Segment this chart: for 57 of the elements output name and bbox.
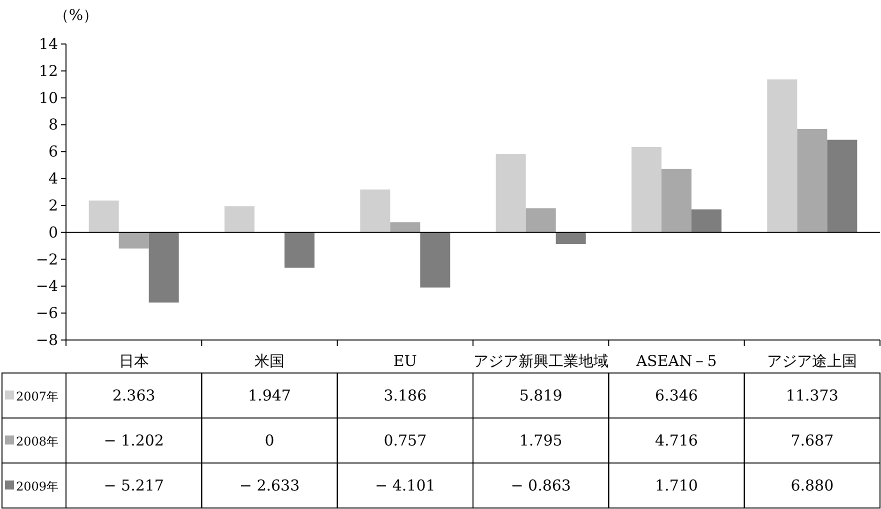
bar — [556, 232, 586, 244]
x-tick-label: 日本 — [118, 352, 149, 370]
data-label: − 0.863 — [510, 476, 571, 494]
bar — [632, 146, 662, 232]
data-label: 1.795 — [519, 432, 562, 450]
x-tick-label: アジア途上国 — [767, 352, 858, 370]
bar — [496, 154, 526, 232]
y-tick-label: 10 — [38, 88, 58, 107]
data-label: 0.757 — [384, 432, 427, 450]
y-tick-label: −2 — [36, 250, 58, 268]
y-axis-title: （%） — [54, 6, 98, 24]
y-tick-label: 2 — [48, 196, 58, 214]
data-label: 0 — [264, 432, 274, 450]
bar — [692, 209, 722, 232]
bar — [827, 140, 858, 232]
bar — [118, 232, 149, 249]
y-tick-label: 8 — [48, 116, 58, 134]
data-label: 1.947 — [248, 386, 291, 404]
data-label: 6.346 — [655, 386, 698, 404]
data-label: − 5.217 — [104, 476, 164, 494]
bar — [88, 200, 119, 232]
bar — [148, 232, 179, 303]
data-label: − 2.633 — [239, 476, 300, 494]
data-label: 7.687 — [790, 432, 834, 450]
data-label: 11.373 — [786, 386, 838, 404]
y-tick-label: 4 — [48, 170, 58, 188]
x-tick-label: EU — [393, 352, 417, 370]
data-label: 1.710 — [655, 476, 698, 494]
y-tick-label: 0 — [48, 223, 58, 242]
x-tick-label: アジア新興工業地域 — [473, 352, 608, 370]
legend-label: 2007年 — [16, 390, 59, 404]
x-tick-label: ASEAN－5 — [635, 352, 717, 370]
bar — [284, 232, 314, 268]
y-tick-label: −6 — [36, 304, 58, 322]
x-tick-label: 米国 — [254, 352, 284, 370]
bar — [662, 168, 692, 232]
data-label: 2.363 — [112, 386, 156, 404]
bar — [390, 222, 420, 232]
bar — [797, 128, 828, 232]
bar — [224, 206, 254, 232]
data-label: 4.716 — [655, 432, 698, 450]
y-tick-label: −4 — [36, 277, 58, 296]
y-tick-label: 6 — [48, 142, 58, 161]
y-tick-label: 14 — [38, 35, 58, 53]
legend-label: 2009年 — [16, 480, 59, 494]
data-label: − 1.202 — [104, 432, 164, 450]
data-label: 5.819 — [519, 386, 562, 404]
bar — [526, 208, 556, 232]
data-label: 6.880 — [790, 476, 834, 494]
y-tick-label: 12 — [38, 62, 58, 80]
legend-label: 2008年 — [16, 434, 59, 448]
bar — [420, 232, 450, 288]
bar — [360, 189, 390, 232]
data-label: − 4.101 — [375, 476, 436, 494]
bar — [767, 79, 798, 232]
data-label: 3.186 — [384, 386, 427, 404]
y-tick-label: −8 — [36, 331, 58, 349]
